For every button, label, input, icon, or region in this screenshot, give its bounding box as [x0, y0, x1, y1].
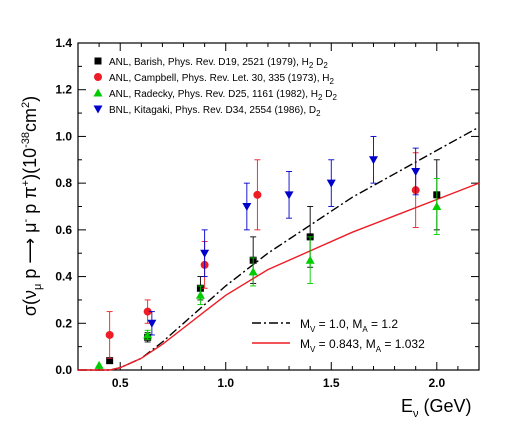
- axis-ticks: 0.0 0.2 0.4 0.6 0.8 1.0 1.2 1.4 0.5 1.0 1.5 2.0: [55, 36, 480, 390]
- y-tick-label: 0.4: [55, 270, 72, 284]
- fit-curve-line: [78, 182, 480, 371]
- legend-entry: BNL, Kitagaki, Phys. Rev. D34, 2554 (198…: [109, 105, 321, 118]
- triangle-down-marker: [368, 156, 378, 165]
- y-tick-label: 1.4: [55, 36, 72, 50]
- triangle-up-marker: [305, 255, 315, 264]
- square-marker: [94, 57, 102, 65]
- y-tick-label: 1.2: [55, 83, 72, 97]
- triangle-down-marker: [411, 167, 421, 176]
- circle-marker: [94, 73, 102, 81]
- y-tick-label: 0.8: [55, 176, 72, 190]
- triangle-down-marker: [326, 179, 336, 188]
- circle-marker: [143, 307, 152, 316]
- dataset-legend: ANL, Barish, Phys. Rev. D19, 2521 (1979)…: [93, 57, 337, 118]
- legend-entry: ANL, Campbell, Phys. Rev. Let. 30, 335 (…: [109, 73, 334, 86]
- fit-legend-label: MV = 0.843, MA = 1.032: [300, 337, 425, 354]
- triangle-up-marker: [195, 290, 205, 299]
- fit-curves: [78, 126, 480, 371]
- legend-entry: ANL, Barish, Phys. Rev. D19, 2521 (1979)…: [109, 57, 328, 70]
- triangle-down-marker: [147, 319, 157, 328]
- triangle-up-marker: [93, 88, 103, 97]
- square-marker: [106, 357, 114, 365]
- triangle-up-marker: [432, 202, 442, 210]
- y-tick-label: 1.0: [55, 129, 72, 143]
- triangle-up-marker: [94, 360, 104, 369]
- triangle-up-marker: [143, 330, 153, 339]
- fit-curve-line: [78, 126, 480, 371]
- triangle-down-marker: [200, 249, 210, 258]
- x-tick-label: 2.0: [428, 376, 445, 390]
- x-tick-label: 0.5: [112, 376, 129, 390]
- circle-marker: [105, 330, 114, 339]
- y-axis-title: σ(νμ p ⟶ μ- p π+)(10-38cm2): [20, 96, 44, 316]
- x-tick-label: 1.0: [217, 376, 234, 390]
- fit-legend-label: MV = 1.0, MA = 1.2: [300, 317, 398, 334]
- triangle-down-marker: [93, 105, 103, 114]
- x-axis-title: Eν (GeV): [401, 396, 472, 420]
- legend-entry: ANL, Radecky, Phys. Rev. D25, 1161 (1982…: [109, 89, 337, 102]
- x-tick-label: 1.5: [323, 376, 340, 390]
- y-tick-label: 0.0: [55, 363, 72, 377]
- data-points: [94, 135, 442, 369]
- y-tick-label: 0.2: [55, 316, 72, 330]
- triangle-up-marker: [248, 267, 258, 276]
- fit-legend: MV = 1.0, MA = 1.2 MV = 0.843, MA = 1.032: [252, 317, 425, 354]
- triangle-down-marker: [284, 191, 294, 200]
- circle-marker: [253, 190, 262, 199]
- triangle-down-marker: [242, 203, 252, 211]
- y-tick-label: 0.6: [55, 223, 72, 237]
